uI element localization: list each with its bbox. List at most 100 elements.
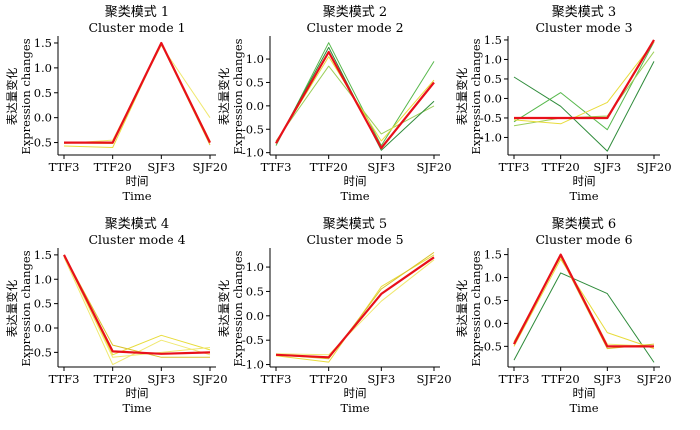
- x-axis-label-cn: 时间: [344, 174, 367, 188]
- x-tick-label: SJF20: [416, 160, 451, 174]
- chart-subtitle: Cluster mode 5: [306, 232, 403, 247]
- chart-title: 聚类模式 5: [323, 217, 387, 232]
- mean-series-line: [275, 256, 435, 359]
- member-series-line: [513, 41, 655, 125]
- y-tick-label: 1.0: [246, 52, 264, 66]
- y-tick-label: -0.5: [480, 111, 502, 125]
- y-tick-label: 0.5: [34, 86, 52, 100]
- member-series-line: [513, 41, 655, 131]
- member-series-line: [63, 255, 211, 358]
- x-tick-label: TTF3: [261, 160, 292, 174]
- member-series-line: [513, 272, 655, 363]
- chart-subtitle: Cluster mode 1: [88, 20, 185, 35]
- x-tick-label: SJF20: [636, 372, 671, 386]
- x-axis-label-en: Time: [122, 189, 151, 203]
- y-tick-label: 0.5: [484, 72, 502, 86]
- y-axis-label-en: Expression changes: [19, 38, 33, 154]
- member-series-line: [275, 42, 435, 147]
- y-tick-label: 0.5: [484, 293, 502, 307]
- chart-title: 聚类模式 3: [552, 5, 616, 20]
- x-axis-label-en: Time: [122, 401, 151, 415]
- chart-title: 聚类模式 1: [105, 5, 169, 20]
- y-tick-label: -0.5: [30, 136, 52, 150]
- x-tick-label: TTF3: [499, 160, 530, 174]
- y-tick-label: 0.5: [34, 297, 52, 311]
- x-axis-label-en: Time: [569, 189, 598, 203]
- y-tick-label: -0.5: [30, 345, 52, 359]
- y-tick-label: 0.0: [34, 321, 52, 335]
- x-tick-label: SJF3: [367, 372, 395, 386]
- member-series-line: [513, 61, 655, 152]
- y-tick-label: 1.0: [246, 260, 264, 274]
- member-series-line: [275, 254, 435, 363]
- y-axis-label-en: Expression changes: [469, 38, 483, 154]
- y-tick-label: 1.0: [34, 61, 52, 75]
- x-tick-label: SJF3: [367, 160, 395, 174]
- mean-series-line: [64, 41, 211, 144]
- x-tick-label: TTF20: [94, 372, 132, 386]
- x-tick-label: SJF3: [593, 372, 621, 386]
- x-tick-label: SJF20: [416, 372, 451, 386]
- y-tick-label: -1.0: [242, 358, 264, 372]
- y-tick-label: 1.0: [34, 272, 52, 286]
- x-tick-label: TTF3: [49, 160, 80, 174]
- x-tick-label: SJF3: [147, 372, 175, 386]
- x-tick-label: TTF3: [499, 372, 530, 386]
- y-axis-label-cn: 表达量变化: [5, 67, 19, 125]
- y-axis-label-en: Expression changes: [231, 250, 245, 366]
- member-series-line: [275, 251, 435, 360]
- y-axis-label-cn: 表达量变化: [5, 279, 19, 337]
- x-tick-label: SJF20: [192, 160, 227, 174]
- member-series-line: [275, 259, 435, 356]
- x-tick-label: TTF3: [261, 372, 292, 386]
- chart-subtitle: Cluster mode 4: [88, 232, 185, 247]
- x-axis-label-cn: 时间: [344, 386, 367, 400]
- x-tick-label: SJF3: [593, 160, 621, 174]
- y-tick-label: 0.0: [484, 316, 502, 330]
- member-series-line: [63, 254, 210, 358]
- member-series-line: [63, 257, 211, 366]
- y-axis-label-cn: 表达量变化: [217, 279, 231, 337]
- y-tick-label: -1.0: [480, 130, 502, 144]
- y-tick-label: 0.0: [246, 309, 264, 323]
- x-axis-label-en: Time: [569, 401, 598, 415]
- y-axis-label-en: Expression changes: [19, 250, 33, 366]
- y-tick-label: 0.0: [484, 91, 502, 105]
- y-tick-label: -0.5: [242, 333, 264, 347]
- y-tick-label: 1.0: [484, 52, 502, 66]
- chart-title: 聚类模式 4: [105, 217, 169, 232]
- x-tick-label: TTF20: [310, 160, 348, 174]
- x-axis-label-cn: 时间: [573, 386, 596, 400]
- y-tick-label: 1.5: [34, 36, 52, 50]
- chart-subtitle: Cluster mode 2: [306, 20, 403, 35]
- chart-title: 聚类模式 6: [552, 217, 616, 232]
- y-tick-label: -1.0: [242, 146, 264, 160]
- x-tick-label: TTF20: [542, 160, 580, 174]
- x-tick-label: TTF20: [542, 372, 580, 386]
- x-tick-label: TTF3: [49, 372, 80, 386]
- x-axis-label-en: Time: [340, 401, 369, 415]
- y-tick-label: 0.5: [246, 284, 264, 298]
- y-tick-label: -0.5: [242, 122, 264, 136]
- mean-series-line: [514, 39, 655, 120]
- mean-series-line: [275, 50, 435, 150]
- member-series-line: [513, 51, 655, 127]
- y-axis-label-cn: 表达量变化: [217, 67, 231, 125]
- y-tick-label: 0.0: [246, 99, 264, 113]
- chart-subtitle: Cluster mode 6: [535, 232, 632, 247]
- y-tick-label: 0.0: [34, 111, 52, 125]
- chart-title: 聚类模式 2: [323, 5, 387, 20]
- x-tick-label: TTF20: [310, 372, 348, 386]
- x-tick-label: TTF20: [94, 160, 132, 174]
- y-tick-label: 1.5: [484, 248, 502, 262]
- y-axis-label-en: Expression changes: [469, 250, 483, 366]
- y-axis-label-en: Expression changes: [231, 38, 245, 154]
- y-tick-label: -0.5: [480, 339, 502, 353]
- y-axis-label-cn: 表达量变化: [455, 279, 469, 337]
- x-tick-label: SJF20: [192, 372, 227, 386]
- member-series-line: [513, 258, 655, 350]
